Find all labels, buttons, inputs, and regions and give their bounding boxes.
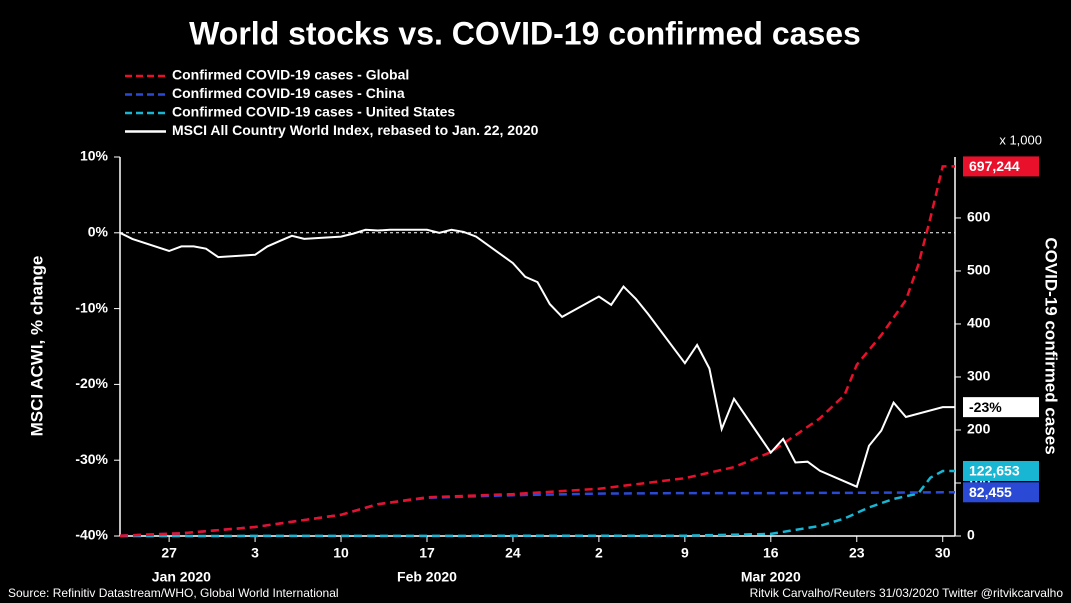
y-tick-label: -40% [75, 527, 108, 543]
source: Source: Refinitiv Datastream/WHO, Global… [8, 586, 339, 600]
series-line [119, 165, 955, 537]
y2-axis-title: COVID-19 confirmed cases [1042, 237, 1061, 454]
y-tick-label: 0% [88, 224, 109, 240]
legend-label: Confirmed COVID-19 cases - Global [172, 67, 409, 83]
value-label-box [963, 397, 1039, 418]
x-tick-label: 23 [849, 545, 865, 561]
y2-tick-label: 500 [967, 262, 991, 278]
x-group-label: Mar 2020 [741, 569, 801, 585]
y-tick-label: -30% [75, 451, 108, 467]
legend-label: MSCI All Country World Index, rebased to… [172, 122, 539, 138]
value-label: 122,653 [969, 463, 1020, 479]
series-line [119, 228, 955, 489]
x-tick-label: 17 [419, 545, 435, 561]
x-group-label: Jan 2020 [152, 569, 211, 585]
credit: Ritvik Carvalho/Reuters 31/03/2020 Twitt… [750, 586, 1064, 600]
value-label: -23% [969, 399, 1002, 415]
x-tick-label: 10 [333, 545, 349, 561]
x-tick-label: 9 [681, 545, 689, 561]
x-tick-label: 27 [161, 545, 177, 561]
x-tick-label: 30 [935, 545, 951, 561]
legend-label: Confirmed COVID-19 cases - China [172, 85, 405, 101]
x-tick-label: 16 [763, 545, 779, 561]
x-group-label: Feb 2020 [397, 569, 457, 585]
x-tick-label: 2 [595, 545, 603, 561]
y-axis-title: MSCI ACWI, % change [27, 256, 46, 437]
y2-tick-label: 300 [967, 368, 991, 384]
y-tick-label: 10% [80, 148, 109, 164]
x-tick-label: 24 [505, 545, 521, 561]
y2-unit: x 1,000 [999, 132, 1042, 147]
legend-label: Confirmed COVID-19 cases - United States [172, 104, 455, 120]
value-label-box [963, 460, 1039, 481]
value-label: 82,455 [969, 484, 1012, 500]
chart-title: World stocks vs. COVID-19 confirmed case… [189, 15, 861, 51]
x-tick-label: 3 [251, 545, 259, 561]
value-label-box [963, 156, 1039, 177]
y2-tick-label: 0 [967, 527, 975, 543]
y2-tick-label: 600 [967, 209, 991, 225]
y2-tick-label: 400 [967, 315, 991, 331]
y2-tick-label: 200 [967, 421, 991, 437]
y-tick-label: -20% [75, 375, 108, 391]
value-label: 697,244 [969, 158, 1020, 174]
value-label-box [963, 482, 1039, 503]
y-tick-label: -10% [75, 299, 108, 315]
